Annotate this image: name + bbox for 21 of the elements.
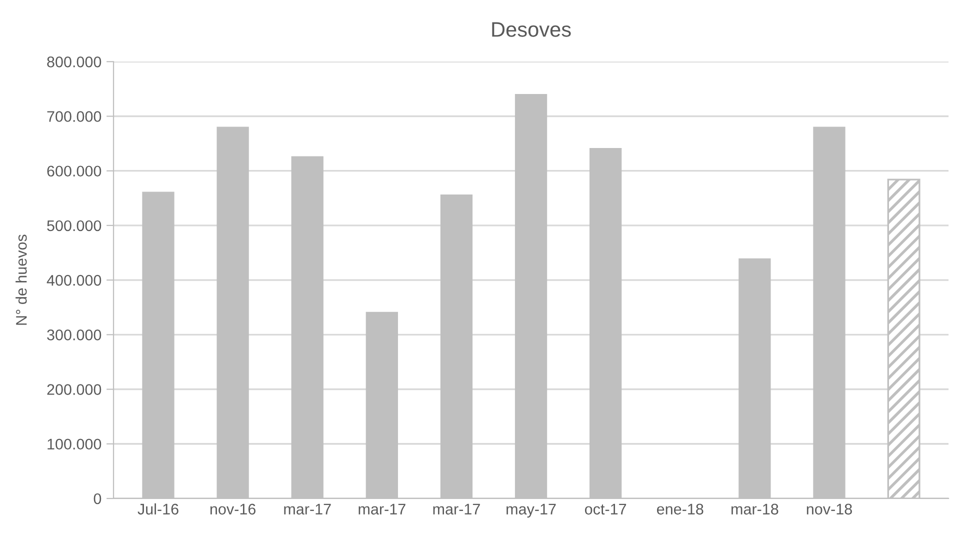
x-tick-label: mar-17 (284, 504, 331, 515)
x-tick-label: may-17 (506, 504, 556, 518)
y-tick-label: 500.000 (47, 220, 102, 232)
y-tick-label: 800.000 (47, 56, 102, 68)
x-tick-label: oct-17 (584, 504, 626, 515)
x-tick-label: mar-17 (433, 504, 480, 515)
x-tick-label: ene-18 (657, 504, 704, 515)
y-tick-label: 400.000 (46, 274, 102, 286)
y-tick-label: 600.000 (47, 166, 102, 177)
y-axis-title: N° de huevos (16, 234, 27, 325)
y-tick-label: 100.000 (48, 438, 102, 450)
chart-title: Desoves (492, 22, 571, 37)
x-tick-label: mar-18 (732, 504, 778, 515)
y-tick-label: 700.000 (47, 111, 102, 122)
y-tick-label: 200.000 (47, 384, 102, 395)
y-tick-label: 300.000 (47, 330, 102, 340)
x-tick-label: Jul-16 (138, 503, 178, 515)
x-tick-label: mar-17 (358, 504, 406, 515)
y-tick-label: 0 (94, 493, 102, 504)
x-tick-label: nov-16 (210, 504, 256, 515)
x-tick-label: nov-18 (806, 504, 852, 515)
